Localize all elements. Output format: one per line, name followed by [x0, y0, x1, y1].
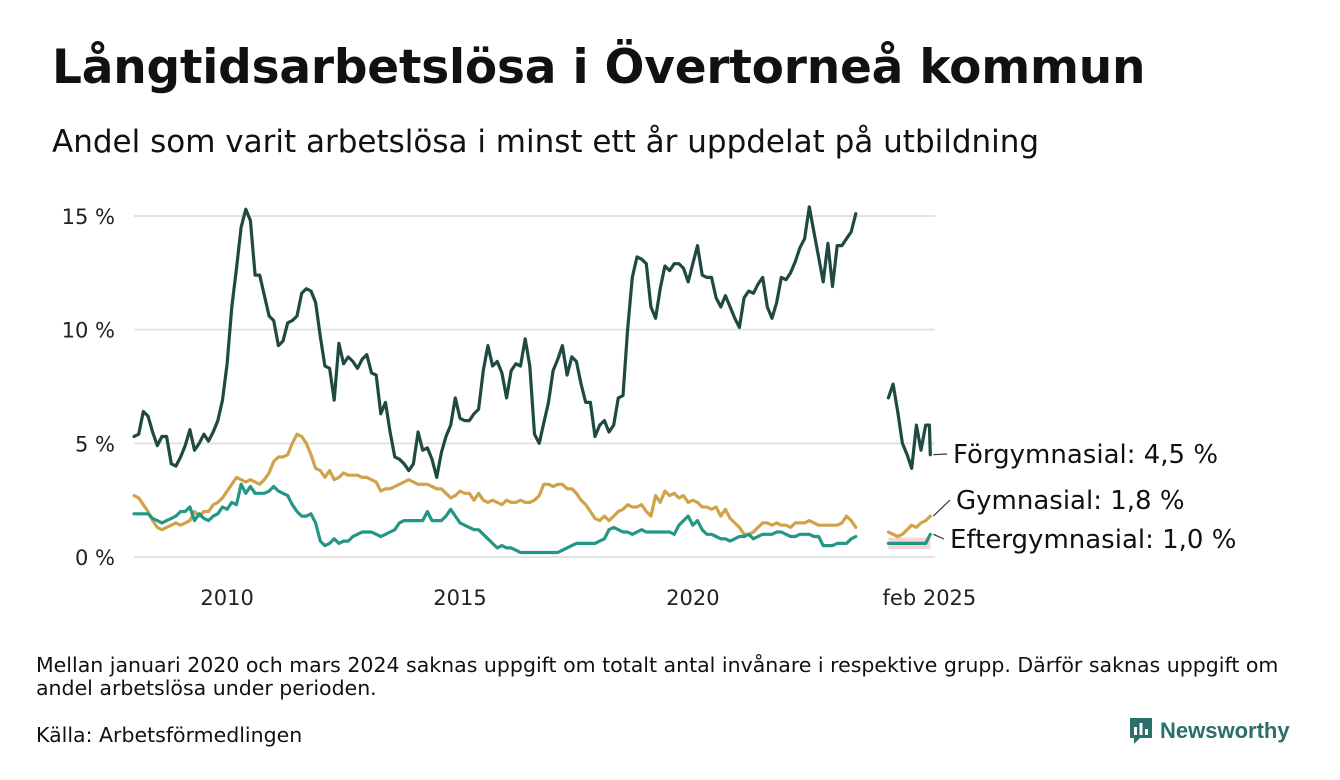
brand-name: Newsworthy [1160, 718, 1290, 743]
x-tick-label: 2020 [666, 586, 719, 610]
x-tick-label: feb 2025 [883, 586, 977, 610]
footnote: Mellan januari 2020 och mars 2024 saknas… [36, 653, 1279, 700]
y-tick-label: 15 % [62, 205, 115, 229]
x-tick-label: 2010 [200, 586, 253, 610]
series-line [132, 205, 858, 479]
label-leader-line [933, 533, 945, 540]
line-chart: 0 % 5 % 10 % 15 % 2010 2015 2020 feb 2025 Förgym… [62, 205, 1237, 610]
series-line [886, 382, 932, 470]
page-subtitle: Andel som varit arbetslösa i minst ett å… [52, 124, 1040, 160]
page-title: Långtidsarbetslösa i Övertorneå kommun [52, 40, 1146, 95]
brand-logo: Newsworthy [1128, 716, 1290, 746]
newsworthy-logo-icon [1130, 718, 1152, 744]
series-line [886, 514, 932, 539]
source-text: Källa: Arbetsförmedlingen [36, 723, 303, 747]
series-end-label: Eftergymnasial: 1,0 % [950, 525, 1236, 555]
series-end-label: Gymnasial: 1,8 % [956, 486, 1185, 516]
series-line [886, 532, 932, 545]
series-end-label: Förgymnasial: 4,5 % [953, 440, 1218, 470]
label-leader-line [932, 499, 951, 517]
label-leader-line [933, 453, 948, 456]
y-tick-label: 5 % [75, 432, 115, 456]
y-tick-label: 0 % [75, 546, 115, 570]
series-line [132, 482, 858, 555]
y-tick-label: 10 % [62, 319, 115, 343]
series-line [132, 432, 858, 536]
x-tick-label: 2015 [433, 586, 486, 610]
